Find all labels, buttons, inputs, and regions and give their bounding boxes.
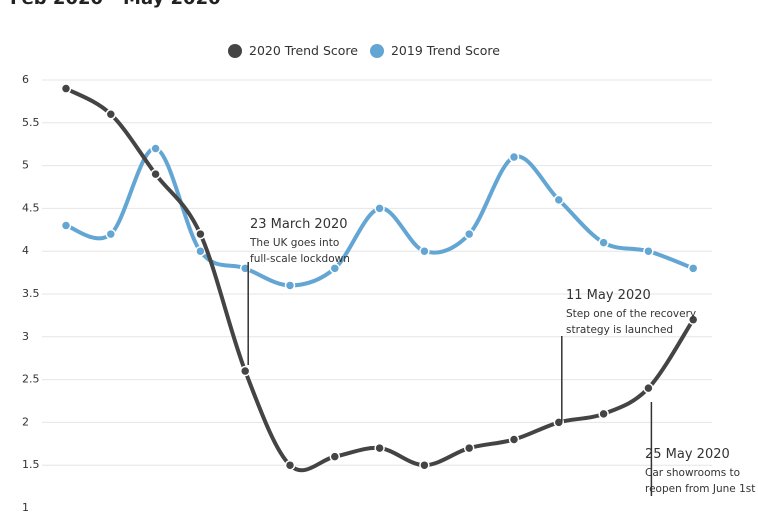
data-point-2020 — [687, 314, 699, 325]
annotation-text: reopen from June 1st — [645, 483, 755, 495]
data-point-2020 — [105, 108, 117, 120]
annotation-date: 11 May 2020 — [566, 288, 651, 303]
y-tick-label: 3 — [22, 330, 29, 343]
y-tick-label: 2 — [22, 415, 29, 428]
annotation-text: Step one of the recovery — [566, 308, 696, 320]
legend-label-2020: 2020 Trend Score — [249, 43, 358, 58]
annotation-date: 25 May 2020 — [645, 447, 730, 462]
data-point-2019 — [463, 228, 475, 240]
data-point-2020 — [329, 451, 341, 462]
data-point-2019 — [105, 228, 117, 240]
y-tick-label: 2.5 — [22, 373, 40, 386]
y-tick-label: 1.5 — [22, 458, 40, 471]
legend-item-2019[interactable]: 2019 Trend Score — [369, 43, 500, 58]
data-point-2019 — [419, 245, 430, 257]
y-tick-label: 4 — [22, 244, 29, 257]
data-point-2019 — [195, 245, 206, 257]
annotation-date: 23 March 2020 — [250, 217, 348, 232]
y-tick-label: 5 — [22, 159, 29, 172]
data-point-2020 — [284, 459, 296, 471]
data-point-2019 — [553, 194, 565, 206]
data-point-2020 — [419, 459, 430, 471]
chart-legend: 2020 Trend Score 2019 Trend Score — [228, 43, 512, 58]
data-point-2020 — [643, 382, 654, 394]
data-point-2020 — [239, 365, 251, 377]
data-point-2020 — [60, 83, 72, 94]
y-tick-label: 6 — [22, 73, 29, 86]
data-point-2019 — [687, 263, 699, 274]
data-point-2019 — [598, 237, 609, 248]
data-point-2019 — [508, 151, 520, 163]
legend-swatch-2019 — [369, 43, 384, 58]
annotation-text: full-scale lockdown — [250, 253, 350, 265]
data-point-2020 — [374, 442, 385, 454]
annotation-text: Car showrooms to — [645, 467, 740, 479]
data-point-2020 — [508, 434, 520, 445]
data-point-2020 — [150, 168, 161, 180]
y-tick-label: 1 — [22, 501, 29, 514]
series-line-2019 — [64, 146, 696, 288]
data-point-2019 — [374, 203, 385, 214]
annotation-text: strategy is launched — [566, 324, 673, 336]
data-point-2019 — [329, 263, 341, 274]
data-point-2020 — [598, 408, 609, 420]
y-tick-label: 5.5 — [22, 116, 40, 129]
y-tick-label: 3.5 — [22, 287, 40, 300]
legend-label-2019: 2019 Trend Score — [390, 43, 500, 58]
data-point-2020 — [195, 228, 206, 240]
data-point-2019 — [60, 220, 72, 231]
annotation-text: The UK goes into — [249, 237, 339, 249]
series-line-2020 — [64, 86, 696, 473]
legend-item-2020[interactable]: 2020 Trend Score — [228, 43, 358, 58]
data-point-2020 — [463, 442, 475, 454]
y-tick-label: 4.5 — [22, 201, 40, 214]
data-point-2019 — [150, 143, 161, 154]
data-point-2019 — [643, 245, 654, 257]
data-point-2019 — [284, 280, 296, 291]
chart-title: Feb 2020 - May 2020 — [10, 0, 221, 9]
legend-swatch-2020 — [228, 43, 242, 58]
